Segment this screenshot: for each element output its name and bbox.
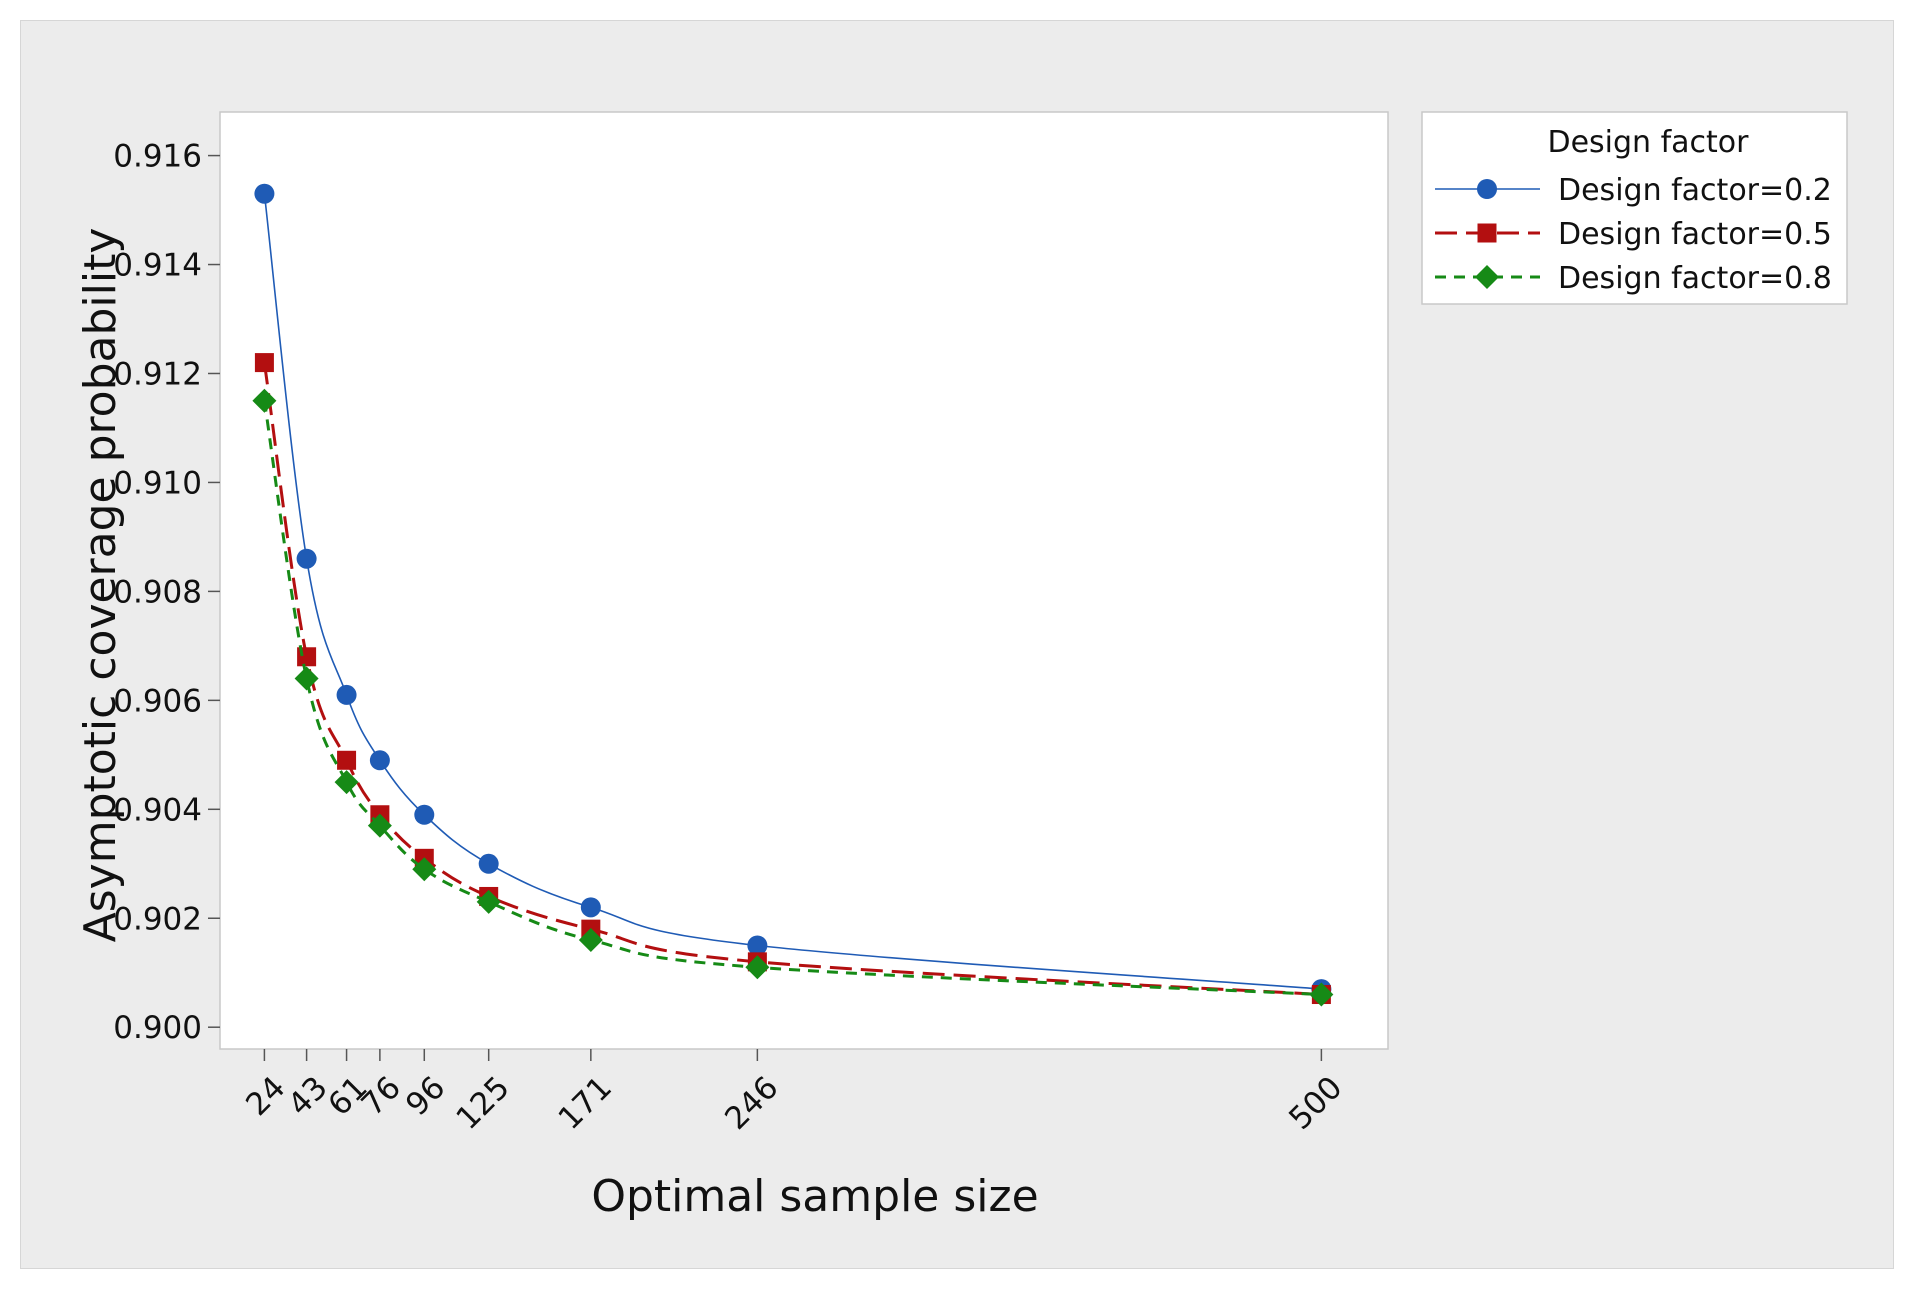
y-tick-label: 0.906	[113, 683, 202, 719]
data-point	[747, 935, 768, 956]
data-point	[337, 750, 357, 770]
data-point	[476, 889, 501, 914]
y-tick-label: 0.900	[113, 1010, 202, 1046]
x-tick-label: 171	[552, 1070, 619, 1137]
data-point	[1309, 982, 1334, 1007]
data-point	[336, 684, 357, 705]
data-point	[412, 857, 437, 882]
legend-title: Design factor	[1547, 125, 1749, 160]
legend-entry: Design factor=0.5	[1435, 217, 1832, 252]
series-line	[262, 400, 1322, 997]
x-tick-label: 246	[718, 1070, 785, 1137]
data-point	[369, 750, 390, 771]
x-axis-title: Optimal sample size	[591, 1171, 1038, 1222]
data-point	[478, 853, 499, 874]
y-tick-label: 0.916	[113, 139, 202, 175]
legend-label: Design factor=0.5	[1558, 217, 1832, 252]
series-layer	[252, 183, 1334, 1007]
legend-entry: Design factor=0.2	[1435, 173, 1832, 208]
y-tick-label: 0.910	[113, 465, 202, 501]
series-3	[252, 388, 1334, 1007]
y-axis-title: Asymptotic coverage probability	[75, 228, 126, 943]
data-point	[745, 955, 770, 980]
data-point	[367, 813, 392, 838]
x-tick-label: 125	[449, 1070, 516, 1137]
legend-marker	[1475, 265, 1499, 289]
data-point	[334, 770, 359, 795]
y-tick-label: 0.902	[113, 901, 202, 937]
legend: Design factor Design factor=0.2 Design fa…	[1421, 111, 1848, 305]
data-point	[296, 548, 317, 569]
legend-entry: Design factor=0.8	[1435, 261, 1832, 296]
legend-label: Design factor=0.2	[1558, 173, 1832, 208]
legend-marker	[1477, 223, 1497, 243]
data-point	[252, 388, 277, 413]
x-tick-label: 96	[399, 1070, 452, 1123]
data-point	[580, 897, 601, 918]
y-tick-label: 0.914	[113, 248, 202, 284]
series-1	[254, 183, 1332, 1000]
y-axis: 0.900 0.902 0.904 0.906 0.908 0.910 0.912 0.914…	[113, 139, 220, 1046]
data-point	[414, 804, 435, 825]
plot-area	[219, 111, 1389, 1050]
data-point	[254, 183, 275, 204]
y-tick-label: 0.904	[113, 792, 202, 828]
data-point	[294, 666, 319, 691]
y-tick-label: 0.912	[113, 356, 202, 392]
legend-marker	[1477, 179, 1497, 199]
legend-label: Design factor=0.8	[1558, 261, 1832, 296]
data-point	[254, 353, 274, 373]
y-tick-label: 0.908	[113, 574, 202, 610]
x-tick-label: 500	[1282, 1070, 1349, 1137]
data-point	[578, 928, 603, 953]
